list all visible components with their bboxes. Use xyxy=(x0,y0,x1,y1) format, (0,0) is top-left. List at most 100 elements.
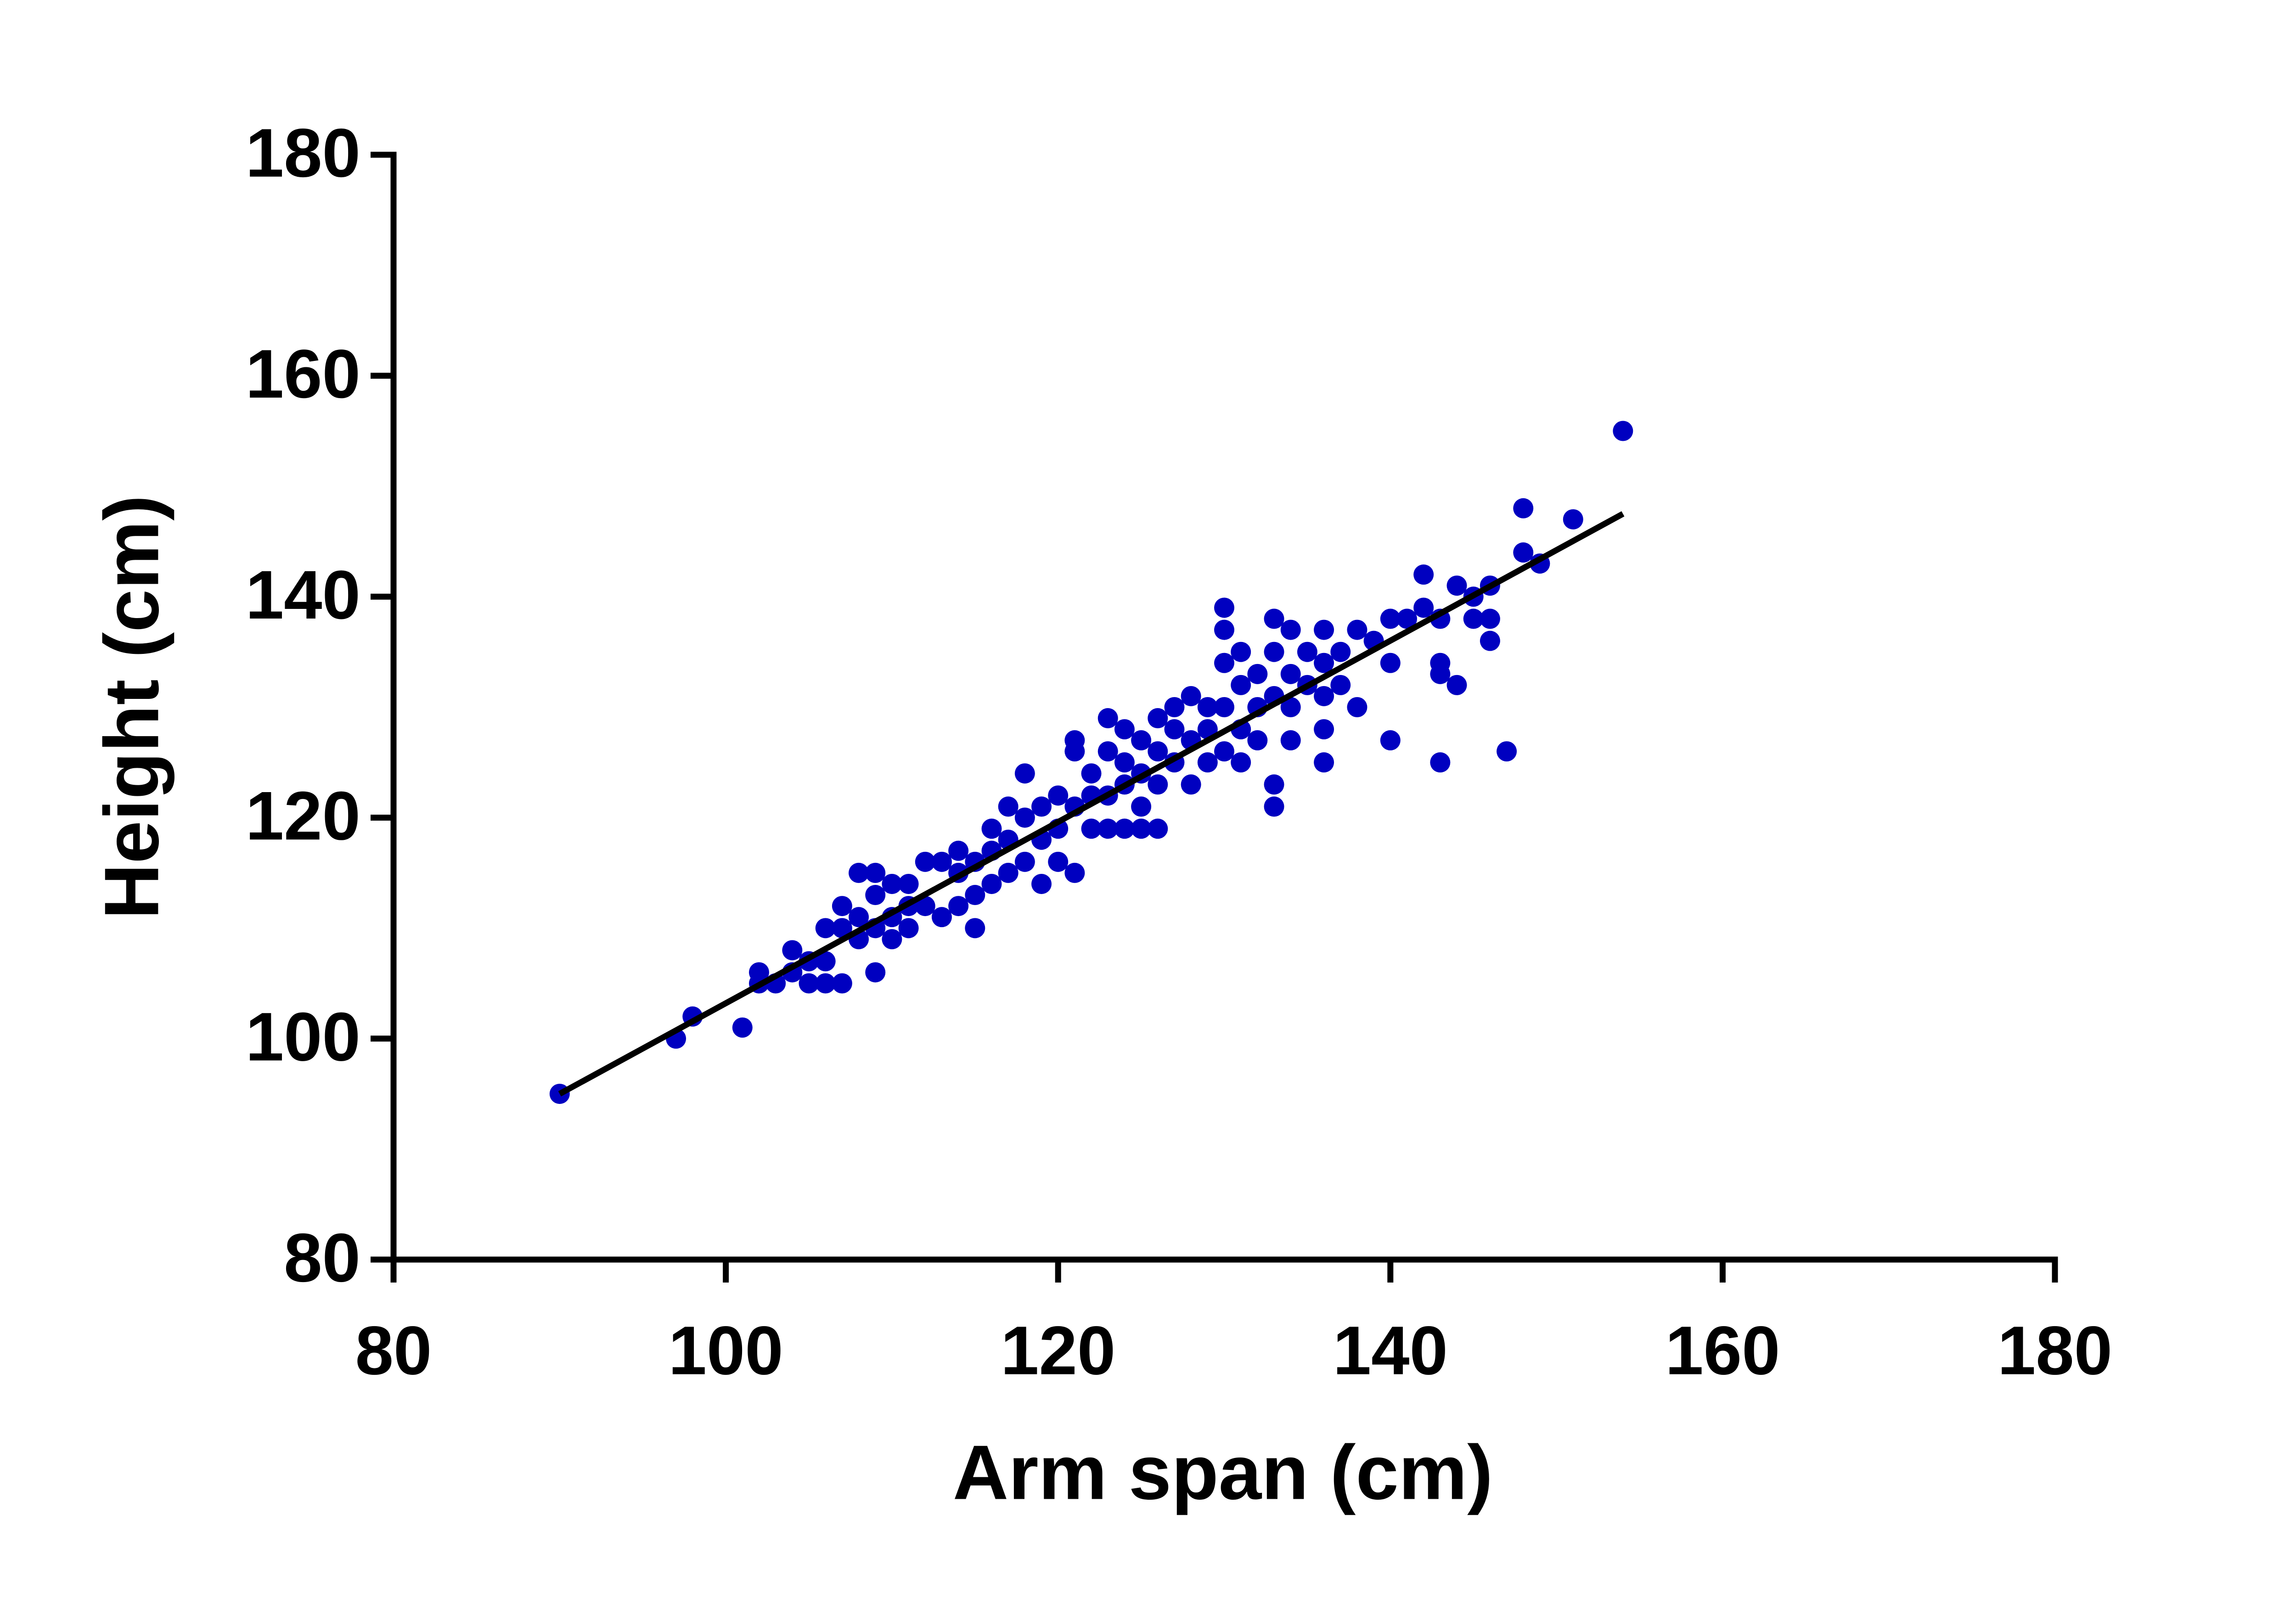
data-point xyxy=(1014,807,1035,828)
data-point xyxy=(1114,719,1135,740)
data-point xyxy=(1064,862,1085,883)
data-point xyxy=(1280,697,1301,717)
data-point xyxy=(1214,597,1234,618)
x-tick-label: 160 xyxy=(1665,1312,1780,1389)
data-point xyxy=(1148,741,1168,762)
data-point xyxy=(1314,653,1334,673)
data-point xyxy=(931,907,952,928)
data-point xyxy=(998,862,1019,883)
data-point xyxy=(948,840,969,861)
data-point xyxy=(1214,619,1234,640)
data-point xyxy=(1513,542,1534,563)
data-point xyxy=(1214,697,1234,717)
data-point xyxy=(1081,763,1102,784)
data-point xyxy=(1430,664,1451,684)
data-point xyxy=(865,885,886,906)
data-point xyxy=(1330,641,1351,662)
data-point xyxy=(1480,608,1500,629)
y-tick-label: 120 xyxy=(246,777,360,854)
data-point xyxy=(1131,818,1152,839)
data-point xyxy=(1197,697,1218,717)
data-point xyxy=(1380,653,1401,673)
data-point xyxy=(1380,608,1401,629)
data-point xyxy=(1114,818,1135,839)
data-point xyxy=(799,973,819,994)
data-point xyxy=(1264,608,1284,629)
x-axis-title: Arm span (cm) xyxy=(953,1429,1493,1515)
data-point xyxy=(1231,675,1251,695)
data-point xyxy=(1164,697,1185,717)
data-point xyxy=(1214,741,1234,762)
data-point xyxy=(1497,741,1517,762)
data-point xyxy=(815,918,836,939)
data-point xyxy=(1014,851,1035,872)
y-axis-title: Height (cm) xyxy=(88,495,174,919)
data-point xyxy=(1413,597,1434,618)
data-point xyxy=(1231,752,1251,773)
data-point xyxy=(849,907,869,928)
x-tick-label: 120 xyxy=(1001,1312,1115,1389)
data-point xyxy=(1314,619,1334,640)
data-point xyxy=(1131,730,1152,751)
data-point xyxy=(882,873,902,894)
data-point xyxy=(1330,675,1351,695)
data-point xyxy=(981,873,1002,894)
data-point xyxy=(1264,774,1284,795)
data-point xyxy=(1247,664,1268,684)
data-point xyxy=(1280,664,1301,684)
data-point xyxy=(882,929,902,950)
data-point xyxy=(1446,575,1467,596)
data-point xyxy=(1048,785,1069,806)
data-point xyxy=(1064,741,1085,762)
y-tick-label: 100 xyxy=(246,998,360,1075)
data-point xyxy=(865,862,886,883)
data-point xyxy=(1081,818,1102,839)
data-point xyxy=(1413,564,1434,585)
data-point xyxy=(915,896,935,917)
data-point xyxy=(1097,818,1118,839)
data-point xyxy=(1396,608,1417,629)
data-point xyxy=(898,873,919,894)
data-point xyxy=(1031,796,1052,817)
data-point xyxy=(1347,619,1367,640)
x-tick-label: 80 xyxy=(355,1312,432,1389)
data-point xyxy=(832,973,852,994)
y-tick-label: 160 xyxy=(246,335,360,412)
data-point xyxy=(1280,619,1301,640)
y-tick-label: 80 xyxy=(284,1219,360,1296)
data-point xyxy=(1181,686,1201,706)
data-point xyxy=(1380,730,1401,751)
data-point xyxy=(1181,774,1201,795)
data-point xyxy=(1264,796,1284,817)
data-point xyxy=(1097,708,1118,729)
data-point xyxy=(1247,730,1268,751)
data-point xyxy=(1114,752,1135,773)
data-point xyxy=(832,918,852,939)
data-point xyxy=(1148,774,1168,795)
data-point xyxy=(1463,608,1484,629)
data-point xyxy=(965,885,985,906)
data-point xyxy=(1148,818,1168,839)
data-point xyxy=(832,896,852,917)
data-point xyxy=(1314,719,1334,740)
data-point xyxy=(815,973,836,994)
data-point xyxy=(1297,641,1317,662)
data-point xyxy=(732,1017,753,1038)
data-point xyxy=(1264,641,1284,662)
data-point xyxy=(1231,641,1251,662)
data-point xyxy=(898,918,919,939)
data-point xyxy=(1314,686,1334,706)
data-point xyxy=(1214,653,1234,673)
data-point xyxy=(1097,741,1118,762)
data-point xyxy=(1347,697,1367,717)
y-tick-label: 140 xyxy=(246,556,360,633)
data-point xyxy=(1314,752,1334,773)
data-point xyxy=(981,818,1002,839)
data-point xyxy=(915,851,935,872)
data-point xyxy=(1031,873,1052,894)
data-point xyxy=(865,962,886,983)
data-point xyxy=(849,862,869,883)
data-point xyxy=(782,940,803,961)
x-tick-label: 100 xyxy=(668,1312,783,1389)
